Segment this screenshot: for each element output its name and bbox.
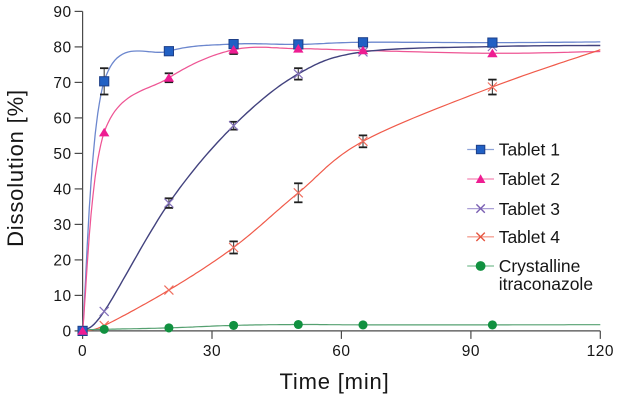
svg-text:90: 90 [462,343,480,360]
svg-text:20: 20 [53,252,71,269]
svg-text:80: 80 [53,39,71,56]
svg-text:Dissolution [%]: Dissolution [%] [3,89,28,247]
svg-text:0: 0 [78,343,87,360]
svg-text:50: 50 [53,146,71,163]
svg-text:10: 10 [53,288,71,305]
svg-text:60: 60 [53,110,71,127]
svg-text:0: 0 [62,323,71,340]
svg-text:itraconazole: itraconazole [499,274,593,294]
svg-text:Tablet 3: Tablet 3 [499,199,560,219]
svg-text:40: 40 [53,181,71,198]
svg-text:120: 120 [587,343,614,360]
svg-text:Tablet 2: Tablet 2 [499,169,560,189]
svg-text:Time [min]: Time [min] [279,369,389,394]
svg-text:30: 30 [53,217,71,234]
svg-text:30: 30 [203,343,221,360]
svg-text:Crystalline: Crystalline [499,256,581,276]
svg-text:70: 70 [53,75,71,92]
svg-text:60: 60 [332,343,350,360]
svg-text:Tablet 4: Tablet 4 [499,227,561,247]
svg-text:90: 90 [53,4,71,21]
svg-text:Tablet 1: Tablet 1 [499,140,560,160]
